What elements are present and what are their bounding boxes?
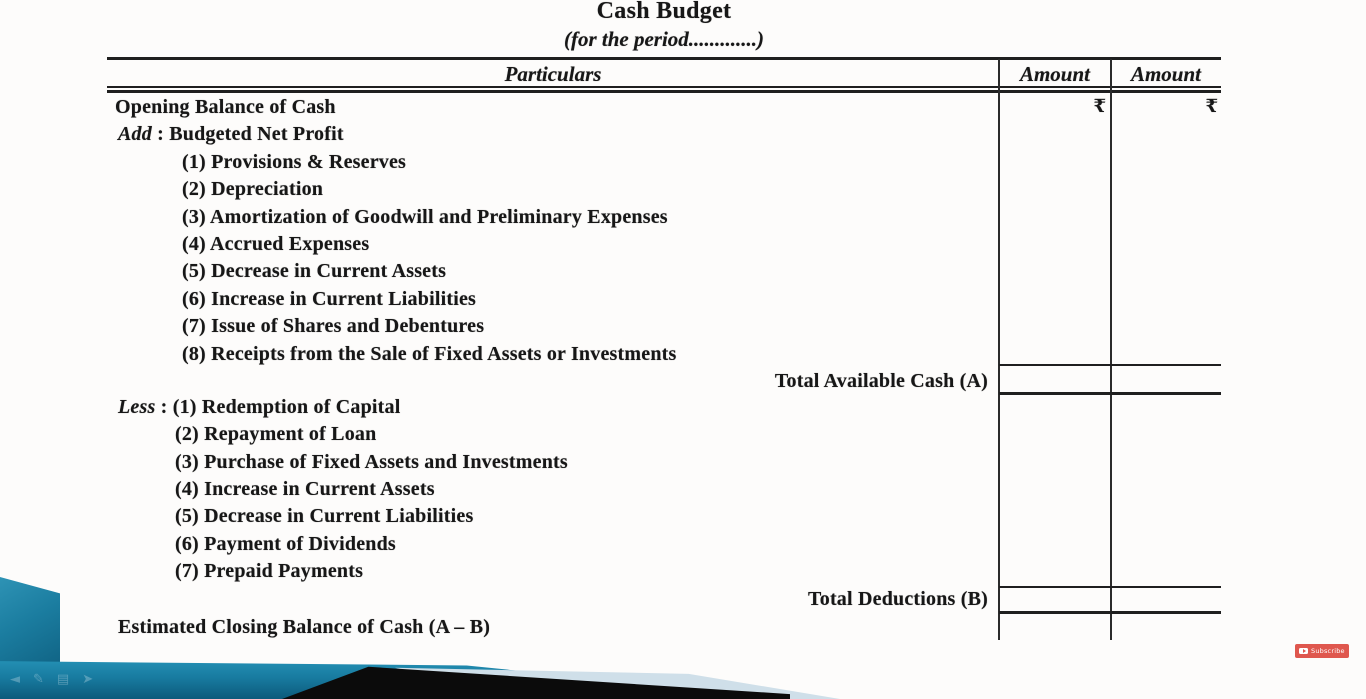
- table-row: Total Available Cash (A): [774, 369, 988, 392]
- annotation-toolbar: ◄ ✎ ▤ ➤: [10, 671, 93, 689]
- table-row: (3) Amortization of Goodwill and Prelimi…: [182, 205, 668, 228]
- total-b-rule-thick: [999, 611, 1221, 614]
- table-row: (7) Issue of Shares and Debentures: [182, 315, 485, 338]
- page-subtitle: (for the period.............): [563, 27, 765, 51]
- page-title: Cash Budget: [596, 0, 732, 24]
- column-header-particulars: Particulars: [504, 62, 602, 86]
- table-rows: Opening Balance of Cash Add : Budgeted Ne…: [107, 94, 999, 642]
- total-a-rule-thin: [999, 364, 1221, 366]
- arrow-right-icon: ➤: [82, 672, 94, 687]
- table-row: Add : Budgeted Net Profit: [118, 123, 344, 146]
- table-row: (5) Decrease in Current Assets: [182, 260, 447, 283]
- table-row: (4) Increase in Current Assets: [175, 478, 435, 501]
- total-b-rule-thin: [999, 586, 1221, 588]
- table-row: (4) Accrued Expenses: [182, 232, 370, 255]
- table-row: (5) Decrease in Current Liabilities: [175, 505, 474, 528]
- table-row: Total Deductions (B): [808, 587, 988, 610]
- column-divider-1: [998, 59, 1000, 640]
- table-row: Opening Balance of Cash: [115, 96, 336, 118]
- header-rule-thin: [107, 86, 1221, 88]
- column-divider-2: [1110, 59, 1112, 640]
- table-row: (2) Depreciation: [182, 178, 324, 201]
- table-row: (1) Provisions & Reserves: [182, 150, 407, 173]
- table-row: (2) Repayment of Loan: [175, 423, 377, 446]
- rupee-symbol-2: ₹: [1205, 96, 1218, 117]
- total-a-rule-thick: [999, 392, 1221, 395]
- table-row: (6) Increase in Current Liabilities: [182, 287, 477, 310]
- youtube-play-icon: [1299, 647, 1308, 655]
- column-header-amount-1: Amount: [1019, 62, 1091, 86]
- header-rule-thick: [107, 90, 1221, 93]
- table-top-rule: [107, 57, 1221, 60]
- subscribe-button[interactable]: Subscribe: [1295, 644, 1349, 658]
- pen-icon: ✎: [33, 672, 44, 687]
- table-row: (8) Receipts from the Sale of Fixed Asse…: [182, 342, 677, 365]
- table-row: (3) Purchase of Fixed Assets and Investm…: [175, 450, 568, 473]
- subscribe-label: Subscribe: [1311, 647, 1345, 655]
- column-header-amount-2: Amount: [1130, 62, 1202, 86]
- table-row: Estimated Closing Balance of Cash (A – B…: [118, 615, 491, 638]
- table-row: (7) Prepaid Payments: [175, 560, 364, 583]
- table-row: (6) Payment of Dividends: [175, 532, 396, 555]
- teal-flag-decoration: [0, 577, 60, 673]
- arrow-left-icon: ◄: [10, 672, 20, 687]
- grid-icon: ▤: [56, 672, 70, 687]
- rupee-symbol-1: ₹: [1093, 96, 1106, 117]
- table-row: Less : (1) Redemption of Capital: [118, 395, 401, 418]
